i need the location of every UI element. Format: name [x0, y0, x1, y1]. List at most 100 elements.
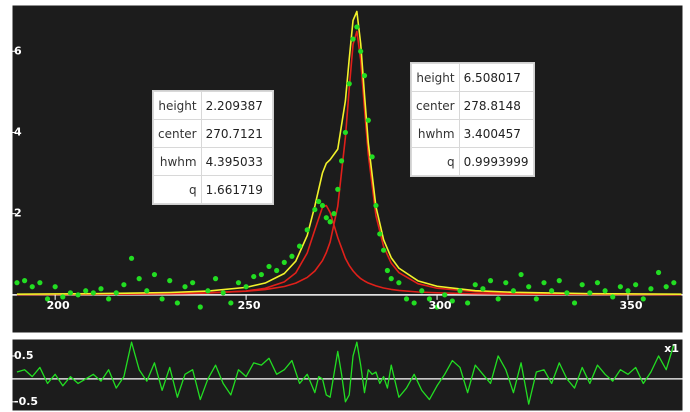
- data-point: [159, 296, 165, 302]
- data-point: [342, 129, 348, 136]
- param-name: q: [153, 175, 202, 204]
- data-point: [37, 280, 43, 286]
- fit-curve: [16, 204, 682, 296]
- y-tick-label: 0.5: [14, 349, 34, 362]
- data-point: [335, 186, 341, 192]
- data-point: [648, 286, 654, 292]
- param-row: center 270.7121: [153, 119, 273, 148]
- data-point: [323, 215, 329, 221]
- param-box: height 2.209387 center 270.7121 hwhm 4.395033…: [152, 90, 274, 205]
- data-point: [174, 300, 180, 306]
- data-point: [426, 296, 433, 302]
- x-tick-label: 350: [620, 299, 643, 312]
- data-point: [419, 288, 425, 294]
- data-point: [338, 158, 345, 164]
- data-point: [75, 292, 81, 298]
- main-panel: [11, 4, 684, 334]
- data-point: [465, 300, 471, 306]
- x-tick-label: 250: [238, 299, 261, 312]
- param-row: hwhm 4.395033: [153, 147, 273, 176]
- data-point: [90, 290, 96, 296]
- param-value: 3.400457: [458, 119, 534, 148]
- data-point: [60, 294, 66, 300]
- data-point: [319, 202, 326, 209]
- data-point: [571, 300, 578, 306]
- data-point: [14, 280, 20, 286]
- data-point: [579, 282, 585, 288]
- param-name: height: [411, 63, 460, 92]
- data-point: [67, 290, 74, 296]
- data-point: [266, 263, 272, 270]
- param-name: hwhm: [411, 119, 460, 148]
- param-name: height: [153, 91, 202, 120]
- param-name: hwhm: [153, 147, 202, 176]
- data-point: [136, 276, 142, 282]
- data-point: [388, 276, 394, 282]
- data-point: [289, 253, 295, 259]
- data-point: [350, 36, 356, 42]
- data-point: [610, 294, 616, 300]
- fit-curve: [16, 30, 682, 296]
- data-point: [190, 280, 196, 286]
- data-point: [510, 288, 517, 294]
- param-row: q 0.9993999: [411, 147, 534, 176]
- data-point: [22, 278, 28, 284]
- data-point: [602, 288, 608, 294]
- data-point: [411, 300, 417, 306]
- param-value: 6.508017: [458, 63, 534, 92]
- param-value: 4.395033: [200, 147, 273, 176]
- param-value: 0.9993999: [458, 147, 534, 176]
- labels: 200 250 300 350 2 4 6 -0.5 0.5 x1: [12, 44, 679, 408]
- param-table: height 6.508017 center 278.8148 hwhm 3.400457…: [411, 63, 534, 176]
- data-point: [396, 280, 402, 286]
- param-row: height 2.209387: [153, 91, 273, 120]
- param-row: q 1.661719: [153, 175, 273, 204]
- data-point: [541, 280, 547, 286]
- data-point: [167, 278, 173, 284]
- data-point: [442, 292, 448, 298]
- data-point: [518, 271, 524, 278]
- data-point: [640, 296, 646, 302]
- param-table: height 2.209387 center 270.7121 hwhm 4.395033…: [153, 91, 273, 204]
- param-value: 2.209387: [200, 91, 273, 120]
- data-point: [327, 219, 333, 225]
- data-point: [205, 288, 211, 294]
- data-point: [304, 227, 310, 233]
- y-tick-label: 2: [14, 207, 22, 220]
- param-name: center: [153, 119, 202, 148]
- data-point: [380, 247, 387, 253]
- data-point: [533, 296, 539, 302]
- data-point: [346, 81, 352, 87]
- data-point: [228, 300, 234, 306]
- data-point: [98, 286, 104, 292]
- data-point: [549, 288, 555, 294]
- data-point: [655, 269, 662, 276]
- data-point: [151, 271, 158, 278]
- residual-plot: [12, 341, 683, 405]
- data-point: [434, 304, 440, 310]
- data-point: [113, 290, 119, 296]
- y-tick-label: 6: [14, 44, 22, 57]
- data-point: [625, 288, 631, 294]
- data-point: [144, 288, 150, 294]
- data-point: [331, 211, 337, 217]
- data-point: [617, 284, 623, 290]
- data-point: [564, 290, 570, 296]
- param-name: center: [411, 91, 460, 120]
- data-point: [503, 280, 509, 286]
- fit-curve: [16, 10, 682, 296]
- data-point: [197, 304, 203, 310]
- data-point: [212, 276, 219, 282]
- data-point: [495, 296, 501, 302]
- data-point: [274, 267, 280, 274]
- data-point: [243, 284, 249, 290]
- residual-line: [16, 341, 675, 405]
- data-point: [480, 286, 486, 292]
- residual-panel: [11, 338, 684, 412]
- data-point: [361, 73, 368, 79]
- data-point: [358, 48, 364, 54]
- data-point: [594, 280, 601, 286]
- data-point: [220, 290, 226, 296]
